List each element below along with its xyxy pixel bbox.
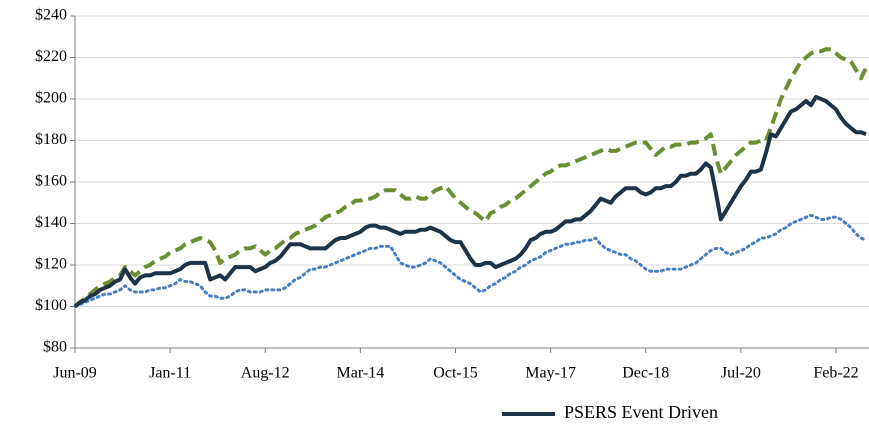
y-tick-label: $140 [35, 214, 67, 231]
y-tick-label: $200 [35, 90, 67, 107]
y-tick-label: $220 [35, 48, 67, 65]
x-tick-label: Jul-20 [721, 365, 761, 382]
x-tick-label: May-17 [525, 365, 576, 382]
line-series [73, 213, 868, 308]
y-tick-label: $180 [35, 131, 67, 148]
x-tick-label: Mar-14 [337, 365, 385, 382]
y-tick-label: $240 [35, 7, 67, 24]
y-tick-label: $120 [35, 256, 67, 273]
x-tick-label: Jan-11 [149, 365, 191, 382]
x-tick-label: Jun-09 [53, 365, 97, 382]
x-tick-label: Dec-18 [622, 365, 669, 382]
x-tick-label: Feb-22 [813, 365, 858, 382]
legend-label: PSERS Event Driven [564, 402, 718, 422]
x-tick-label: Aug-12 [241, 365, 290, 382]
y-tick-label: $160 [35, 173, 67, 190]
y-tick-label: $100 [35, 297, 67, 314]
x-tick-label: Oct-15 [433, 365, 477, 382]
y-tick-label: $80 [43, 339, 67, 356]
line-series [73, 94, 867, 309]
